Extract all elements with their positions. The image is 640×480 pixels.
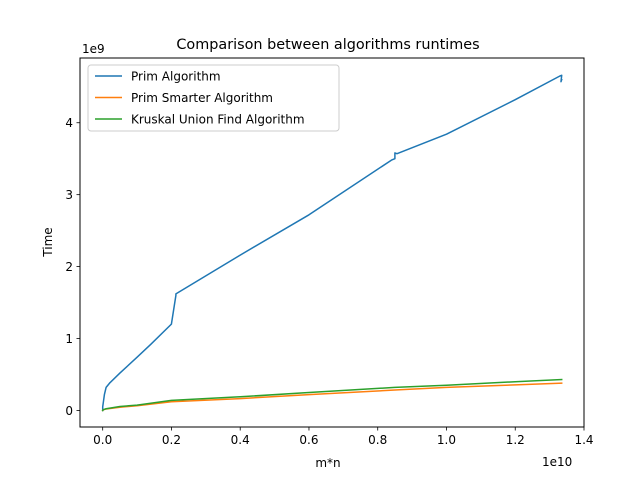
series-line-2 [101, 378, 563, 412]
y-axis-label: Time [41, 227, 55, 257]
legend-box [87, 64, 340, 132]
y-tick-label: 2 [65, 260, 73, 274]
y-tick-label: 4 [65, 116, 73, 130]
y-tick-label: 0 [65, 404, 73, 418]
y-offset-label: 1e9 [82, 42, 105, 56]
series-line-0 [101, 74, 563, 412]
y-tick-label: 1 [65, 332, 73, 346]
legend-label-2: Kruskal Union Find Algorithm [131, 113, 305, 127]
x-axis-label: m*n [315, 456, 340, 470]
legend-label-1: Prim Smarter Algorithm [131, 91, 273, 105]
x-tick-label: 0.8 [368, 433, 387, 447]
x-tick-label: 0.0 [93, 433, 112, 447]
series-layer [101, 74, 563, 412]
x-offset-label: 1e10 [542, 455, 572, 469]
x-tick-label: 1.2 [506, 433, 525, 447]
legend: Prim Algorithm Prim Smarter Algorithm Krus… [87, 64, 340, 132]
chart-title: Comparison between algorithms runtimes [176, 37, 479, 53]
x-tick-label: 1.4 [574, 433, 593, 447]
x-tick-label: 0.2 [162, 433, 181, 447]
x-tick-label: 0.6 [299, 433, 318, 447]
y-tick-label: 3 [65, 188, 73, 202]
ticks-layer: 0.0 0.2 0.4 0.6 0.8 1.0 1.2 1.4 0 1 2 3 4 [65, 116, 593, 447]
legend-label-0: Prim Algorithm [131, 70, 221, 84]
x-tick-label: 1.0 [437, 433, 456, 447]
x-tick-label: 0.4 [231, 433, 250, 447]
plot-area-frame [79, 57, 585, 428]
